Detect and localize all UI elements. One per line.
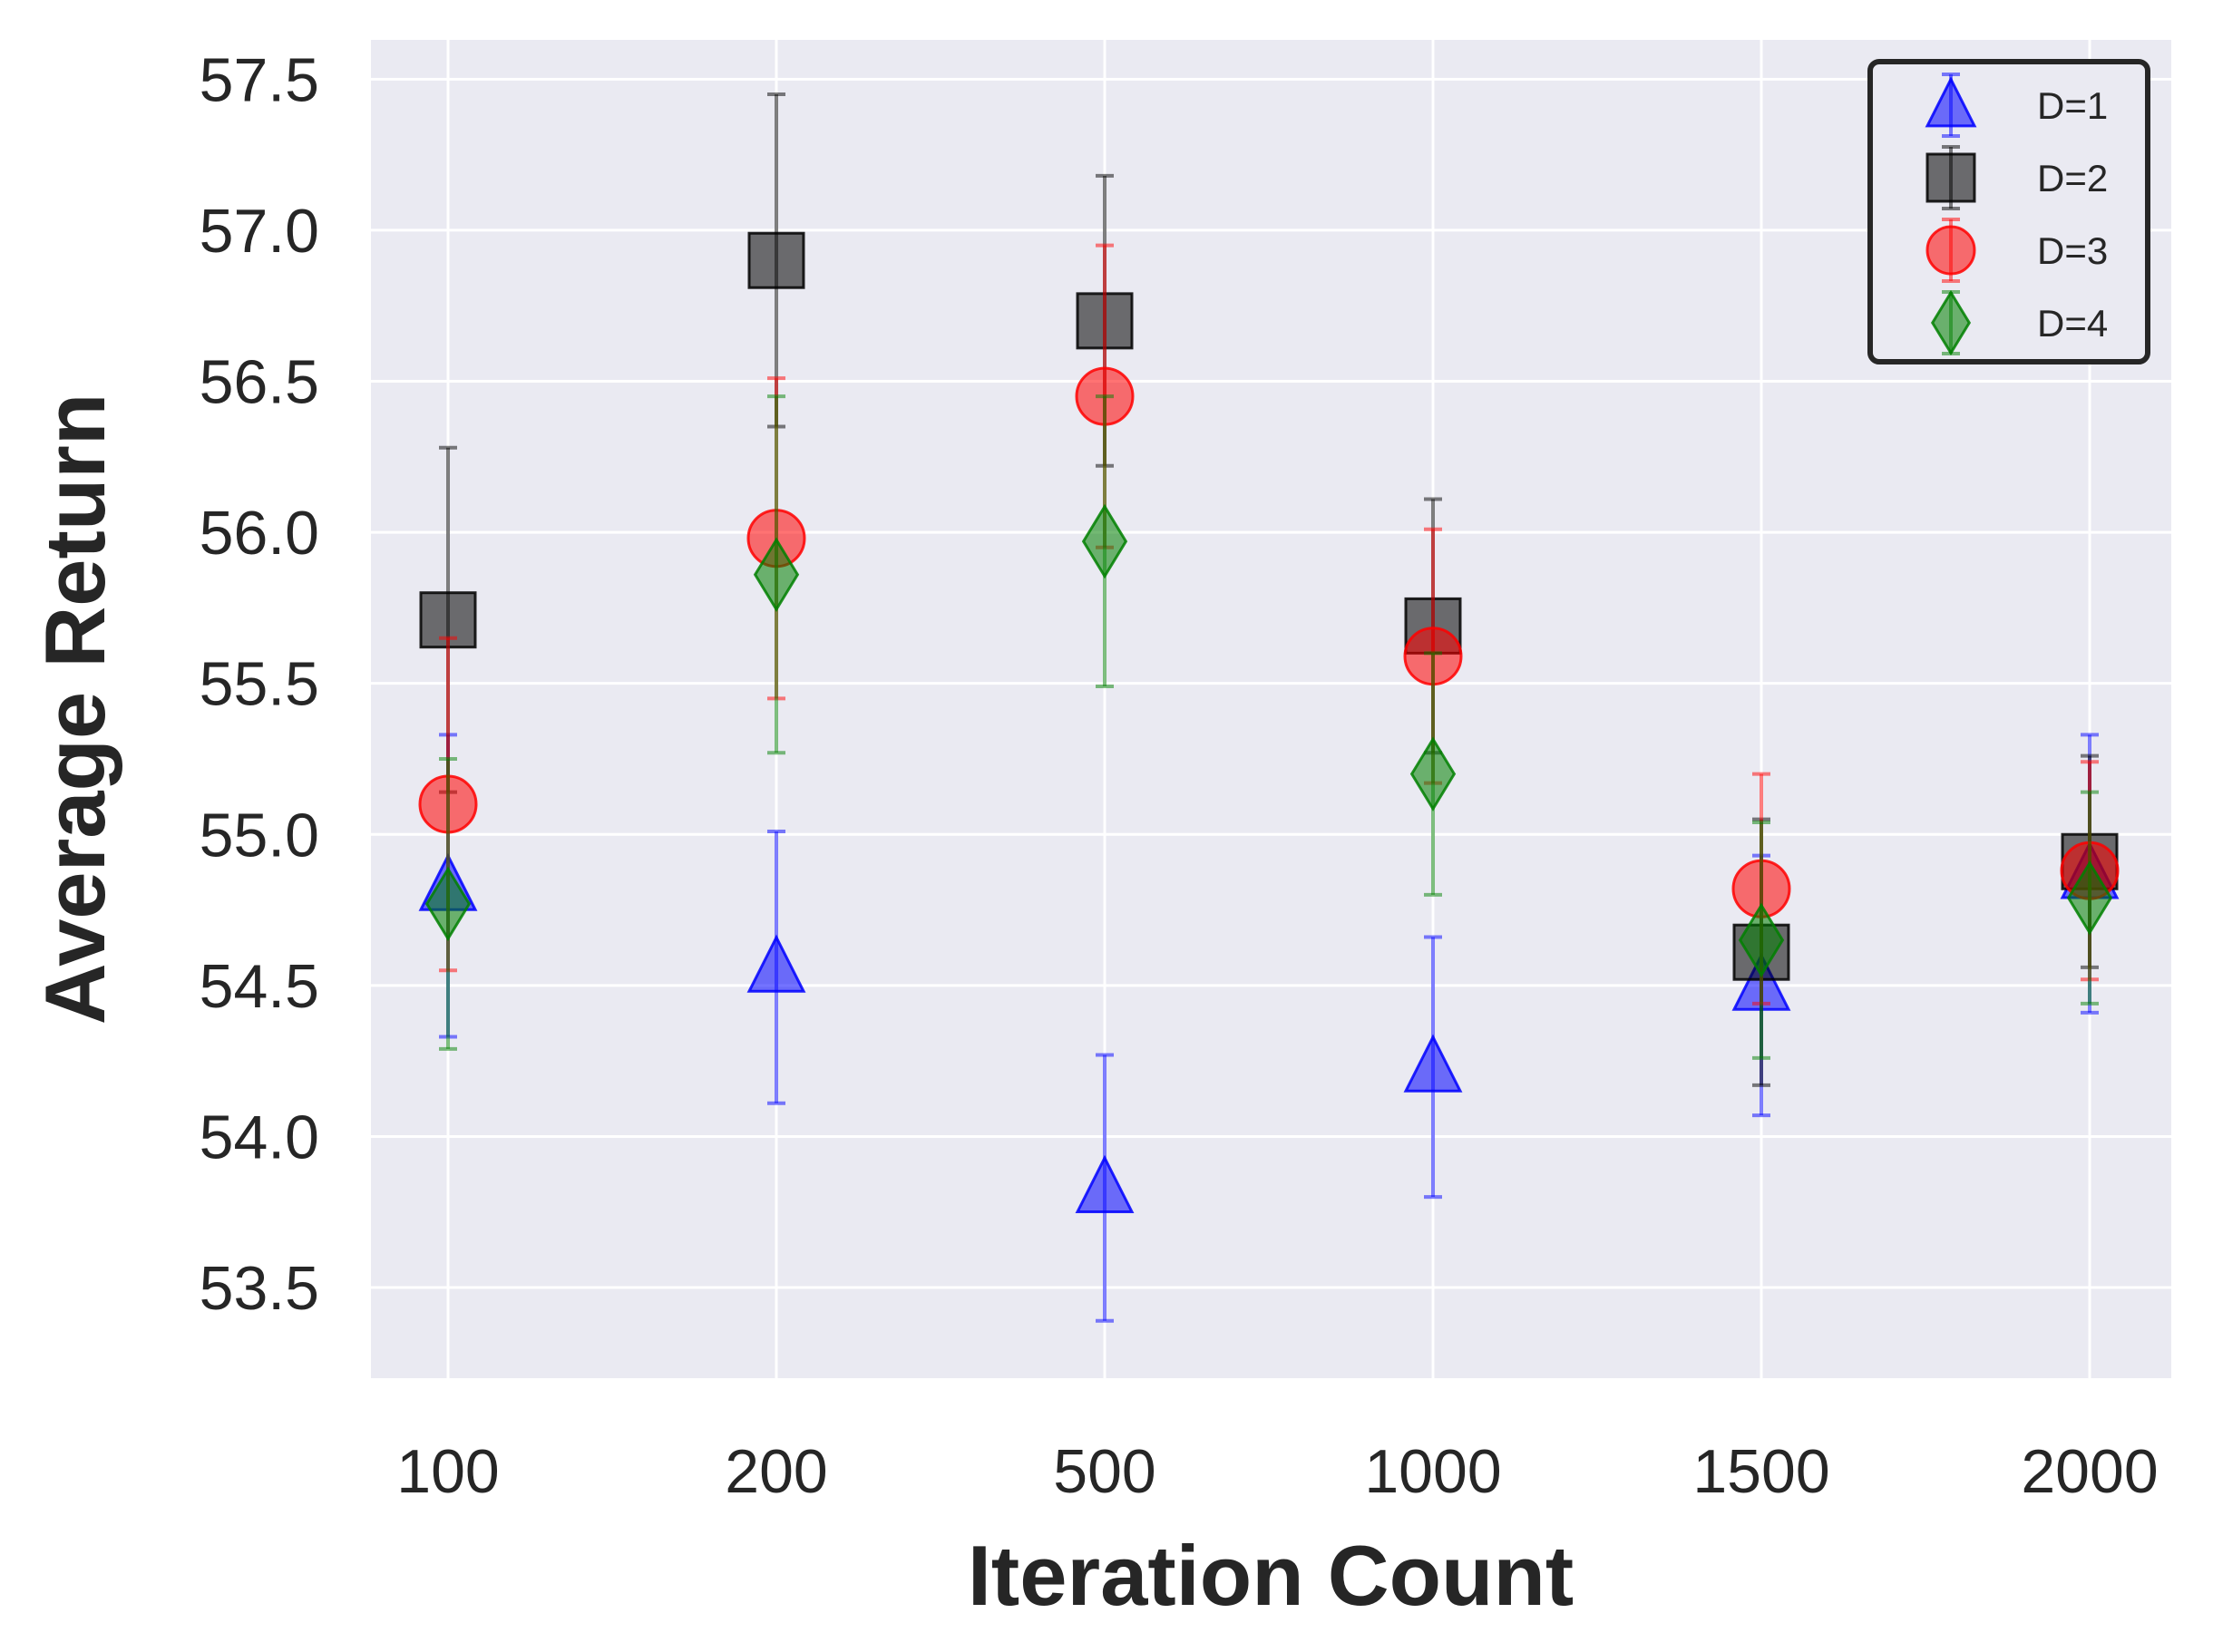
x-tick-label: 100 [396, 1437, 499, 1506]
legend-item: D=3 [1925, 218, 2108, 283]
legend-marker [1930, 289, 1972, 356]
x-tick-label: 2000 [2021, 1437, 2158, 1506]
y-tick-label: 55.0 [200, 801, 319, 870]
x-tick-label: 1500 [1692, 1437, 1829, 1506]
y-tick-labels: 53.5 54.0 54.5 55.0 55.5 56.0 56.5 57.0 57.5 [200, 45, 319, 1323]
x-tick-labels: 100 200 500 1000 1500 2000 [396, 1437, 2158, 1506]
legend-label: D=4 [2037, 302, 2108, 345]
data-point [1409, 736, 1457, 811]
data-point [2066, 860, 2113, 936]
legend-item: D=1 [1925, 73, 2108, 138]
y-tick-label: 56.5 [200, 347, 319, 416]
legend-label: D=3 [2037, 229, 2108, 272]
data-point [1403, 1034, 1463, 1093]
legend-marker [1925, 152, 1976, 203]
x-tick-label: 200 [725, 1437, 827, 1506]
data-point [1738, 902, 1785, 978]
legend-marker [1925, 225, 1976, 276]
data-point [1075, 1154, 1135, 1213]
y-tick-label: 57.5 [200, 45, 319, 114]
y-tick-label: 53.5 [200, 1254, 319, 1323]
legend-label: D=2 [2037, 157, 2108, 199]
series-d4 [424, 394, 2113, 1060]
x-axis-title: Iteration Count [968, 1528, 1574, 1623]
legend: D=1 D=2 D=3 D=4 [1867, 59, 2150, 364]
legend-item: D=2 [1925, 145, 2108, 210]
y-tick-label: 55.5 [200, 650, 319, 719]
legend-box [1867, 59, 2150, 364]
data-point [753, 537, 800, 613]
legend-item: D=4 [1930, 289, 2108, 356]
data-point [746, 934, 806, 993]
data-point [424, 866, 472, 942]
series-layer [418, 92, 2120, 1323]
y-tick-label: 54.0 [200, 1103, 319, 1171]
y-tick-label: 56.0 [200, 499, 319, 568]
data-point [1081, 503, 1128, 579]
y-tick-label: 54.5 [200, 952, 319, 1021]
x-tick-label: 1000 [1364, 1437, 1501, 1506]
legend-marker [1925, 76, 1977, 128]
x-tick-label: 500 [1053, 1437, 1155, 1506]
data-point [747, 231, 805, 289]
legend-label: D=1 [2037, 84, 2108, 127]
y-tick-label: 57.0 [200, 197, 319, 266]
y-axis-title: Average Return [27, 394, 122, 1025]
